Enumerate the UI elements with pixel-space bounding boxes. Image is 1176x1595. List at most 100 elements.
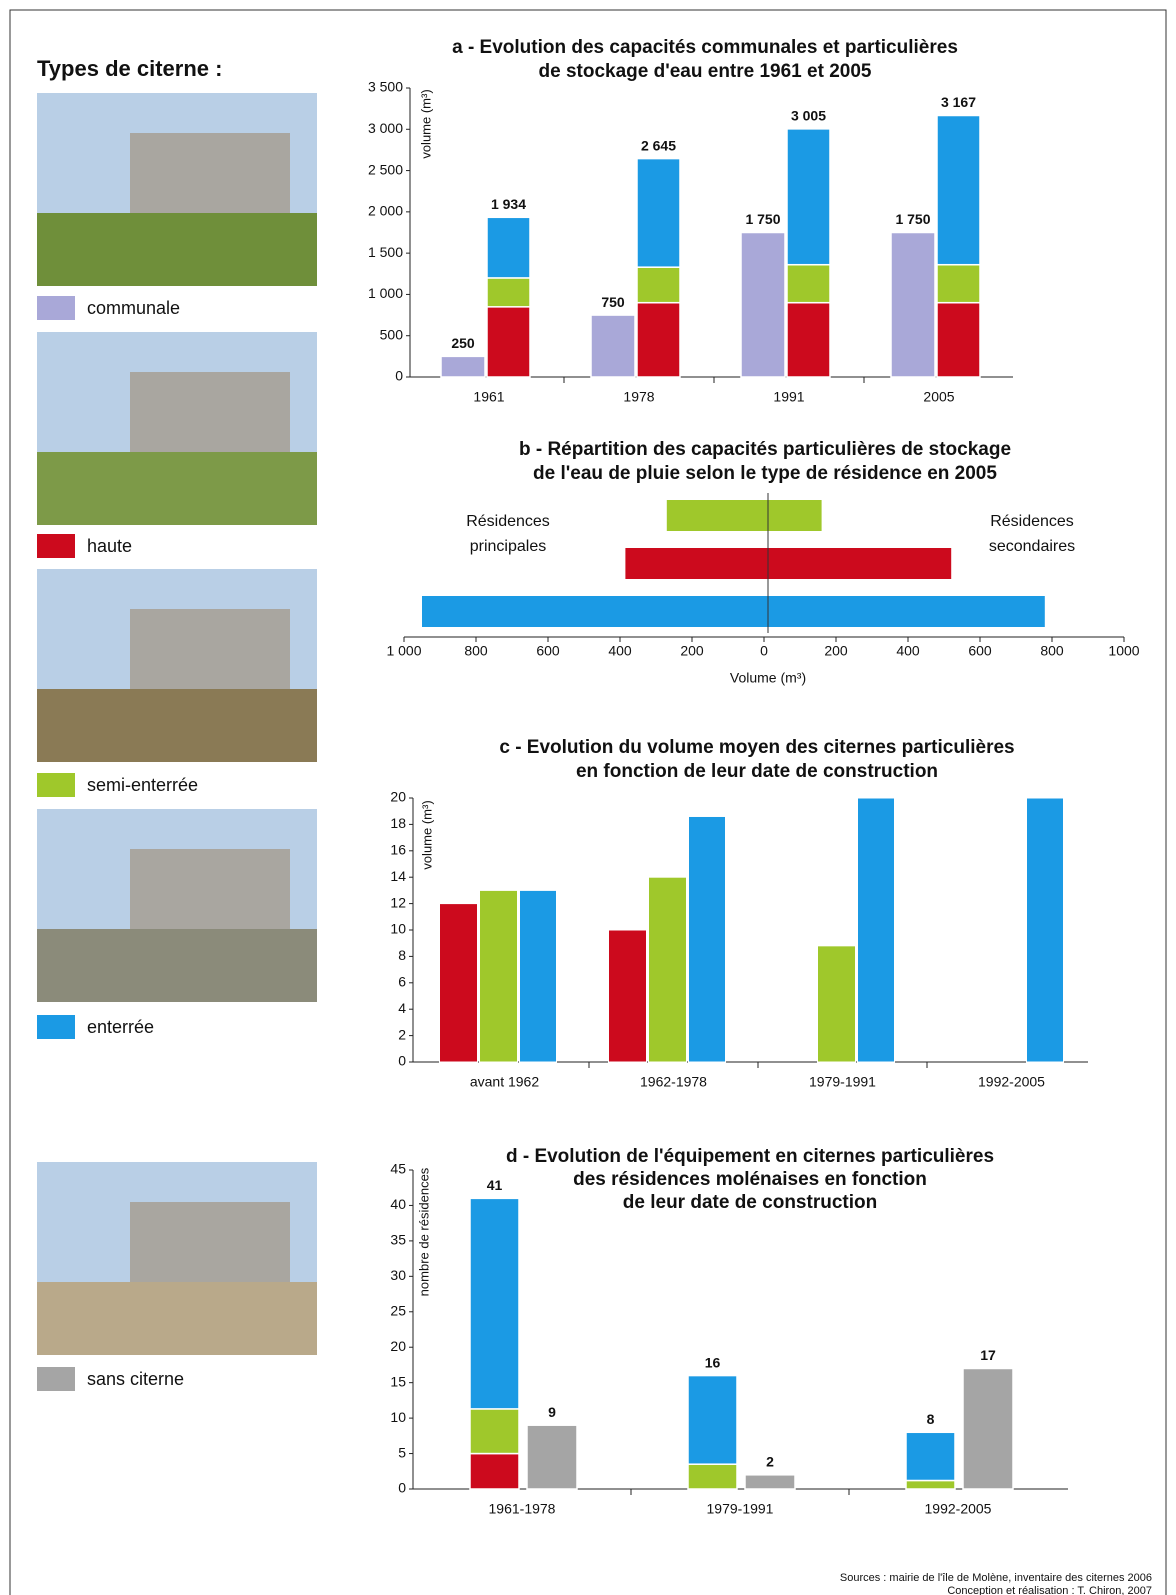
chart-title: de l'eau de pluie selon le type de résid… (533, 463, 997, 484)
bar (479, 889, 518, 1063)
value-label: 750 (601, 294, 625, 310)
bar (422, 596, 764, 627)
bar-segment (744, 1474, 796, 1490)
y-axis-label: volume (m³) (418, 89, 433, 158)
chart-title: de leur date de construction (623, 1192, 877, 1213)
bar (648, 876, 687, 1063)
chart-title: en fonction de leur date de construction (576, 761, 938, 782)
bar (764, 596, 1045, 627)
y-tick-label: 500 (380, 326, 404, 342)
y-tick-label: 4 (398, 1000, 406, 1016)
bar (1026, 797, 1064, 1063)
bar-segment (469, 1452, 520, 1490)
bar-segment (936, 301, 981, 378)
value-label: 2 (766, 1454, 774, 1470)
y-tick-label: 20 (390, 789, 406, 805)
x-tick-label: 600 (968, 643, 992, 659)
y-tick-label: 0 (398, 1053, 406, 1069)
x-tick-label: 1992-2005 (978, 1074, 1045, 1090)
value-label: 250 (451, 335, 475, 351)
legend-swatch (37, 534, 75, 558)
total-label: 16 (705, 1354, 721, 1370)
bar (688, 815, 726, 1063)
y-tick-label: 16 (390, 842, 406, 858)
x-tick-label: 1979-1991 (707, 1501, 774, 1517)
y-tick-label: 2 000 (368, 203, 403, 219)
y-tick-label: 0 (398, 1480, 406, 1496)
bar-segment (469, 1408, 520, 1455)
photo-ground (37, 1282, 317, 1355)
chart-title: des résidences molénaises en fonction (573, 1169, 927, 1190)
bar (439, 903, 478, 1063)
bar-segment (740, 231, 786, 378)
credit: Conception et réalisation : T. Chiron, 2… (947, 1585, 1152, 1595)
y-tick-label: 3 000 (368, 120, 403, 136)
frame (9, 9, 1167, 1595)
total-label: 3 005 (791, 108, 826, 124)
x-tick-label: 800 (1040, 643, 1064, 659)
y-tick-label: 35 (390, 1232, 406, 1248)
x-tick-label: 200 (824, 643, 848, 659)
x-tick-label: 2005 (923, 389, 954, 405)
value-label: 17 (980, 1347, 996, 1363)
y-tick-label: 2 (398, 1026, 406, 1042)
bar-segment (890, 231, 936, 378)
photo-ground (37, 689, 317, 762)
chart-title: b - Répartition des capacités particuliè… (519, 439, 1011, 460)
legend-swatch (37, 1367, 75, 1391)
bar-segment (962, 1367, 1014, 1490)
bar-segment (486, 277, 531, 308)
total-label: 2 645 (641, 137, 676, 153)
y-tick-label: 18 (390, 815, 406, 831)
bar-segment (440, 355, 486, 378)
bar-segment (636, 157, 681, 268)
x-tick-label: 1961-1978 (489, 1501, 556, 1517)
x-tick-label: 800 (464, 643, 488, 659)
y-tick-label: 0 (395, 368, 403, 384)
legend-label: semi-enterrée (87, 775, 198, 795)
y-tick-label: 40 (390, 1196, 406, 1212)
legend-label: communale (87, 298, 180, 318)
chart-title: d - Evolution de l'équipement en citerne… (506, 1146, 994, 1167)
x-tick-label: 1978 (623, 389, 654, 405)
x-tick-label: 1991 (773, 389, 804, 405)
legend-title: Types de citerne : (37, 56, 222, 81)
bar-segment (936, 114, 981, 266)
bar (764, 500, 822, 531)
total-label: 8 (927, 1411, 935, 1427)
bar-segment (936, 263, 981, 304)
bar (817, 945, 856, 1063)
legend-label: sans citerne (87, 1369, 184, 1389)
bar-segment (636, 266, 681, 304)
y-tick-label: 10 (390, 921, 406, 937)
y-tick-label: 12 (390, 894, 406, 910)
x-tick-label: 1 000 (386, 643, 421, 659)
bar-segment (590, 314, 636, 378)
bar (666, 500, 764, 531)
photo-ground (37, 213, 317, 286)
y-tick-label: 1 000 (368, 285, 403, 301)
x-tick-label: 200 (680, 643, 704, 659)
series-name: Résidences secondaires (988, 513, 1076, 555)
legend-swatch (37, 1015, 75, 1039)
x-tick-label: 600 (536, 643, 560, 659)
y-tick-label: 1 500 (368, 244, 403, 260)
y-tick-label: 6 (398, 974, 406, 990)
x-tick-label: avant 1962 (470, 1074, 539, 1090)
bar-segment (786, 301, 831, 378)
bar-segment (469, 1197, 520, 1410)
photo-ground (37, 929, 317, 1002)
y-tick-label: 30 (390, 1267, 406, 1283)
y-tick-label: 3 500 (368, 79, 403, 95)
legend-swatch (37, 296, 75, 320)
bar-segment (526, 1424, 578, 1490)
x-tick-label: 1992-2005 (925, 1501, 992, 1517)
x-axis-label: Volume (m³) (730, 670, 806, 686)
y-axis-label: nombre de résidences (416, 1167, 431, 1296)
bar (625, 548, 764, 579)
source: Sources : mairie de l'île de Molène, inv… (840, 1572, 1152, 1584)
y-tick-label: 5 (398, 1444, 406, 1460)
bar-segment (905, 1431, 956, 1482)
